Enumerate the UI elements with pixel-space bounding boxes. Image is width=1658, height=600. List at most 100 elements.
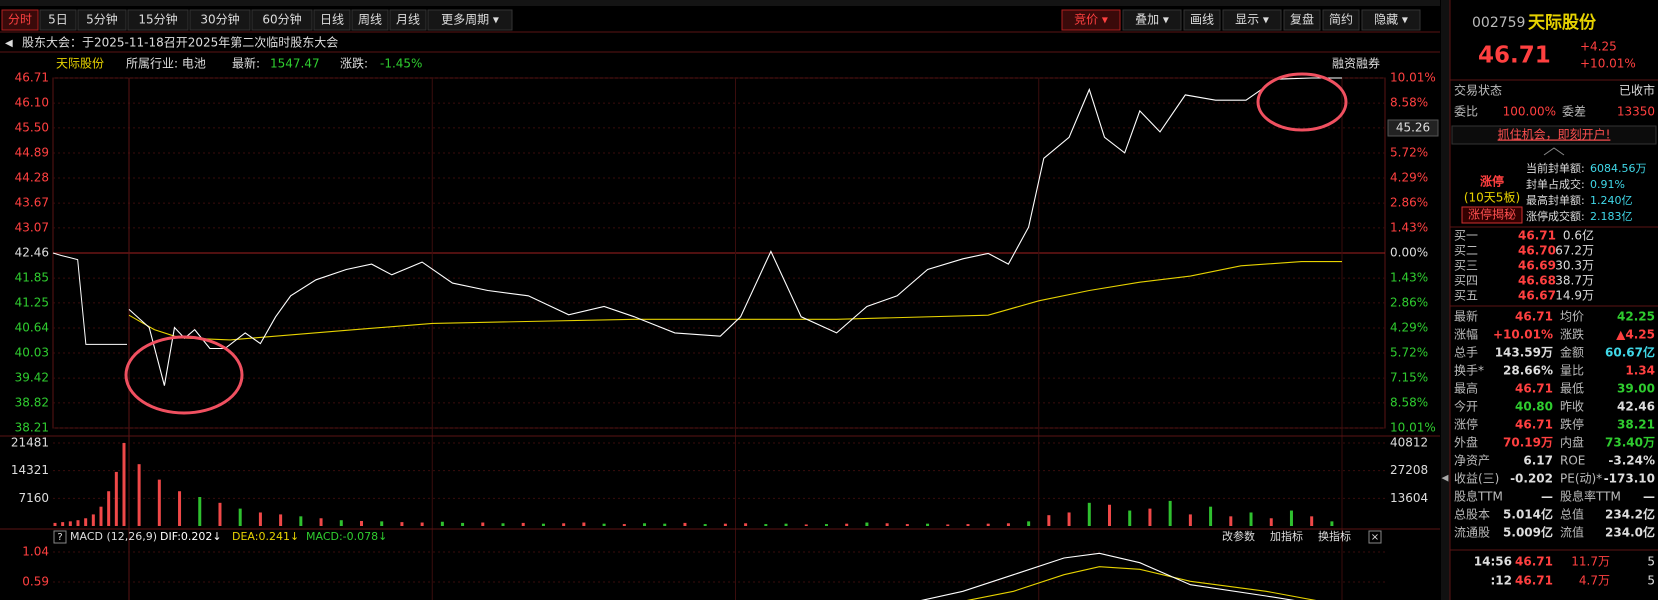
pct-label: 4.29%	[1390, 320, 1428, 334]
tool-label[interactable]: 简约	[1329, 12, 1353, 27]
stat-value: 38.21	[1617, 418, 1655, 432]
tab-button[interactable]	[313, 9, 351, 31]
tool-label[interactable]: 复盘	[1290, 12, 1314, 27]
dif-label: DIF:0.202↓	[160, 530, 222, 543]
tab-label[interactable]: 15分钟	[138, 12, 177, 27]
limit-reveal[interactable]: 涨停揭秘	[1468, 207, 1516, 222]
tab-label[interactable]: 月线	[396, 13, 420, 27]
tool-button[interactable]	[1061, 9, 1121, 31]
book-label: 买五	[1454, 289, 1478, 303]
help-box[interactable]	[53, 530, 67, 544]
volume-bar	[1188, 514, 1192, 526]
tab-label[interactable]: 60分钟	[262, 12, 301, 27]
ad-link[interactable]: 抓住机会，即刻开户!	[1498, 127, 1611, 142]
tool-label[interactable]: 画线	[1190, 13, 1214, 27]
splitter[interactable]	[1441, 0, 1450, 600]
limit-label: 当前封单额:	[1526, 161, 1585, 175]
volume-bar	[804, 524, 808, 526]
splitter-handle[interactable]: ◀	[1442, 474, 1449, 484]
y-tick-label: 41.25	[15, 295, 49, 309]
volume-bar	[824, 524, 828, 526]
tool-button[interactable]	[1222, 9, 1282, 31]
stat-label: PE(动)*	[1560, 472, 1602, 486]
tab-button[interactable]	[77, 9, 127, 31]
tab-button[interactable]	[427, 9, 513, 31]
volume-bar	[122, 443, 126, 526]
change-label: 涨跌:	[340, 56, 368, 71]
tool-button[interactable]	[1283, 9, 1321, 31]
tool-label[interactable]: 显示 ▾	[1235, 13, 1269, 27]
book-price: 46.69	[1518, 259, 1556, 273]
indicator-button[interactable]: 换指标	[1318, 529, 1351, 543]
diff-label: 委差	[1562, 105, 1586, 119]
stat-label: 最低	[1560, 382, 1584, 396]
tool-label[interactable]: 叠加 ▾	[1135, 13, 1169, 27]
stat-value: 42.46	[1617, 400, 1655, 414]
y-tick-label: 21481	[11, 436, 49, 450]
amount-label: 13604	[1390, 491, 1428, 505]
volume-bar	[1209, 506, 1213, 526]
stat-label: 流值	[1560, 525, 1584, 540]
tab-label[interactable]: 日线	[320, 13, 344, 27]
tab-button[interactable]	[251, 9, 313, 31]
collapse-arrow[interactable]	[1543, 147, 1565, 156]
tool-label[interactable]: 竞价 ▾	[1074, 13, 1108, 27]
close-box[interactable]	[1368, 530, 1382, 544]
tab-label[interactable]: 更多周期 ▾	[441, 13, 499, 27]
stat-value: —	[1643, 490, 1655, 504]
volume-bar	[218, 502, 222, 526]
tab-button[interactable]	[389, 9, 427, 31]
volume-bar	[1148, 508, 1152, 526]
volume-bar	[1087, 502, 1091, 526]
y-tick-label: 38.82	[15, 395, 49, 409]
stat-label: 跌停	[1560, 417, 1584, 432]
limit-value: 6084.56万	[1590, 162, 1647, 175]
tab-label[interactable]: 5日	[48, 13, 68, 27]
tool-button[interactable]	[1361, 9, 1421, 31]
tool-button[interactable]	[1122, 9, 1182, 31]
volume-bar	[380, 521, 384, 526]
pct-label: 0.00%	[1390, 246, 1428, 260]
ad-box[interactable]	[1451, 125, 1657, 145]
commission-value: 100.00%	[1503, 105, 1556, 119]
tab-label[interactable]: 周线	[358, 13, 382, 27]
y-tick-label: 7160	[18, 491, 49, 505]
tab-label[interactable]: 分时	[8, 13, 32, 27]
volume-bar	[440, 521, 444, 526]
y-tick-label: 14321	[11, 463, 49, 477]
volume-bar	[966, 524, 970, 526]
tab-button[interactable]	[189, 9, 251, 31]
indicator-button[interactable]: 加指标	[1270, 529, 1303, 543]
volume-bar	[1229, 516, 1233, 526]
tab-button[interactable]	[127, 9, 189, 31]
volume-bar	[582, 522, 586, 526]
tick-time: :12	[1491, 574, 1513, 588]
reveal-box[interactable]	[1461, 206, 1523, 224]
volume-bar	[53, 522, 57, 526]
indicator-button[interactable]: 改参数	[1222, 529, 1255, 543]
tool-button[interactable]	[1322, 9, 1360, 31]
limit-value: 2.183亿	[1590, 210, 1633, 223]
tool-button[interactable]	[1183, 9, 1221, 31]
stat-label: 换手*	[1454, 364, 1484, 378]
change-value: -1.45%	[380, 57, 422, 71]
stat-value: 46.71	[1515, 310, 1553, 324]
tick-volume: 11.7万	[1571, 555, 1610, 569]
macd-title: MACD (12,26,9)	[70, 530, 157, 543]
tab-button[interactable]	[1, 9, 39, 31]
tool-label[interactable]: 隐藏 ▾	[1374, 13, 1408, 27]
stat-value: —	[1541, 490, 1553, 504]
tab-label[interactable]: 30分钟	[200, 12, 239, 27]
stock-name: 天际股份	[1528, 12, 1597, 33]
margin-label[interactable]: 融资融券	[1332, 56, 1380, 71]
tab-label[interactable]: 5分钟	[86, 12, 118, 27]
tab-button[interactable]	[39, 9, 77, 31]
tab-button[interactable]	[351, 9, 389, 31]
latest-value: 1547.47	[270, 57, 320, 71]
volume-bar	[1310, 516, 1314, 526]
pct-label: 5.72%	[1390, 346, 1428, 360]
book-label: 买四	[1454, 274, 1478, 288]
stat-label: 今开	[1454, 399, 1478, 414]
book-volume: 38.7万	[1555, 274, 1594, 288]
dea-label: DEA:0.241↓	[232, 530, 299, 543]
